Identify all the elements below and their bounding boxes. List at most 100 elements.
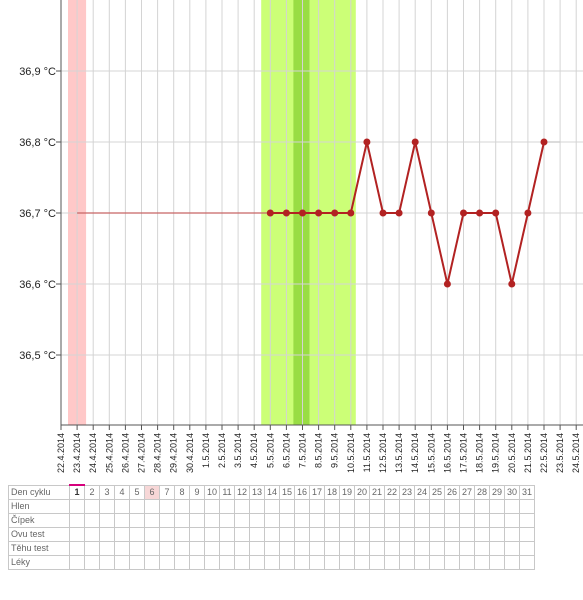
table-cell[interactable] (354, 554, 370, 570)
table-cell[interactable] (294, 554, 310, 570)
table-cell[interactable] (399, 526, 415, 542)
table-cell[interactable] (309, 540, 325, 556)
table-cell[interactable] (69, 554, 85, 570)
table-cell[interactable] (144, 498, 160, 514)
table-cell[interactable] (399, 540, 415, 556)
table-cell[interactable] (309, 554, 325, 570)
table-cell[interactable] (84, 526, 100, 542)
table-cell[interactable] (504, 498, 520, 514)
table-cell[interactable] (414, 526, 430, 542)
table-cell[interactable] (369, 526, 385, 542)
table-cell[interactable] (114, 554, 130, 570)
table-cell[interactable] (144, 554, 160, 570)
table-cell[interactable] (489, 540, 505, 556)
table-cell[interactable] (249, 512, 265, 528)
table-cell[interactable] (429, 526, 445, 542)
table-cell[interactable] (69, 498, 85, 514)
table-cell[interactable] (189, 540, 205, 556)
table-cell[interactable] (459, 512, 475, 528)
table-cell[interactable] (219, 498, 235, 514)
table-cell[interactable] (189, 498, 205, 514)
table-cell[interactable] (84, 512, 100, 528)
table-cell[interactable] (114, 498, 130, 514)
table-cell[interactable] (504, 540, 520, 556)
table-cell[interactable] (384, 498, 400, 514)
table-cell[interactable] (99, 540, 115, 556)
table-cell[interactable] (114, 526, 130, 542)
table-cell[interactable] (174, 512, 190, 528)
table-cell[interactable] (339, 540, 355, 556)
table-cell[interactable] (84, 540, 100, 556)
table-cell[interactable] (234, 540, 250, 556)
table-cell[interactable] (519, 526, 535, 542)
table-cell[interactable] (369, 554, 385, 570)
table-cell[interactable] (489, 498, 505, 514)
table-cell[interactable] (474, 526, 490, 542)
table-cell[interactable] (474, 512, 490, 528)
table-cell[interactable] (504, 554, 520, 570)
table-cell[interactable] (324, 554, 340, 570)
table-cell[interactable] (309, 512, 325, 528)
table-cell[interactable] (429, 540, 445, 556)
table-cell[interactable] (459, 498, 475, 514)
table-cell[interactable] (249, 540, 265, 556)
table-cell[interactable] (159, 540, 175, 556)
table-cell[interactable] (159, 512, 175, 528)
table-cell[interactable] (159, 526, 175, 542)
table-cell[interactable] (369, 512, 385, 528)
table-cell[interactable] (189, 554, 205, 570)
table-cell[interactable] (354, 498, 370, 514)
table-cell[interactable] (249, 554, 265, 570)
table-cell[interactable] (219, 526, 235, 542)
table-cell[interactable] (264, 498, 280, 514)
table-cell[interactable] (324, 526, 340, 542)
table-cell[interactable] (69, 526, 85, 542)
table-cell[interactable] (444, 554, 460, 570)
table-cell[interactable] (489, 512, 505, 528)
table-cell[interactable] (129, 526, 145, 542)
table-cell[interactable] (459, 554, 475, 570)
table-cell[interactable] (429, 512, 445, 528)
table-cell[interactable] (264, 526, 280, 542)
table-cell[interactable] (204, 498, 220, 514)
table-cell[interactable] (234, 498, 250, 514)
table-cell[interactable] (384, 554, 400, 570)
table-cell[interactable] (474, 498, 490, 514)
table-cell[interactable] (279, 498, 295, 514)
table-cell[interactable] (474, 540, 490, 556)
table-cell[interactable] (264, 540, 280, 556)
table-cell[interactable] (399, 498, 415, 514)
table-cell[interactable] (204, 512, 220, 528)
table-cell[interactable] (399, 554, 415, 570)
table-cell[interactable] (129, 554, 145, 570)
table-cell[interactable] (519, 540, 535, 556)
table-cell[interactable] (294, 512, 310, 528)
table-cell[interactable] (99, 512, 115, 528)
table-cell[interactable] (309, 498, 325, 514)
table-cell[interactable] (324, 498, 340, 514)
table-cell[interactable] (69, 540, 85, 556)
table-cell[interactable] (144, 526, 160, 542)
table-cell[interactable] (84, 498, 100, 514)
table-cell[interactable] (144, 512, 160, 528)
table-cell[interactable] (234, 526, 250, 542)
table-cell[interactable] (144, 540, 160, 556)
table-cell[interactable] (189, 526, 205, 542)
table-cell[interactable] (324, 540, 340, 556)
table-cell[interactable] (384, 526, 400, 542)
table-cell[interactable] (84, 554, 100, 570)
table-cell[interactable] (129, 498, 145, 514)
table-cell[interactable] (339, 526, 355, 542)
table-cell[interactable] (399, 512, 415, 528)
table-cell[interactable] (114, 540, 130, 556)
table-cell[interactable] (279, 526, 295, 542)
table-cell[interactable] (429, 554, 445, 570)
table-cell[interactable] (429, 498, 445, 514)
table-cell[interactable] (369, 498, 385, 514)
table-cell[interactable] (474, 554, 490, 570)
table-cell[interactable] (414, 554, 430, 570)
table-cell[interactable] (99, 554, 115, 570)
table-cell[interactable] (174, 554, 190, 570)
table-cell[interactable] (159, 554, 175, 570)
table-cell[interactable] (174, 526, 190, 542)
